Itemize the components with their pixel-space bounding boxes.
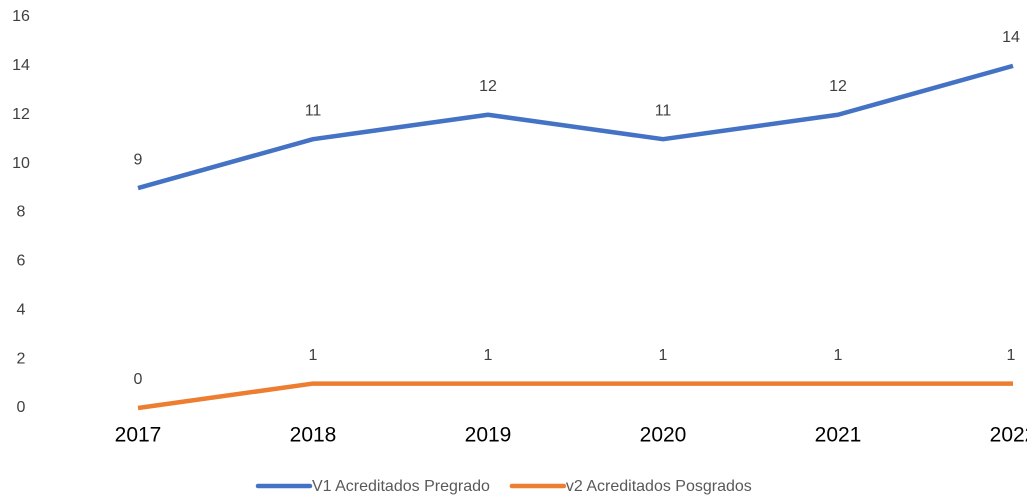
y-tick-label: 16: [12, 8, 30, 25]
data-label: 12: [479, 78, 497, 95]
data-label: 1: [834, 347, 843, 364]
y-tick-label: 0: [17, 399, 26, 416]
data-label: 1: [309, 347, 318, 364]
y-tick-label: 4: [17, 301, 26, 318]
y-tick-label: 2: [17, 350, 26, 367]
data-label: 11: [655, 102, 672, 119]
x-tick-label: 2021: [815, 424, 862, 447]
data-label: 1: [484, 347, 493, 364]
x-tick-label: 2018: [290, 424, 337, 447]
y-tick-label: 12: [12, 106, 30, 123]
data-label: 1: [659, 347, 668, 364]
y-tick-label: 14: [12, 57, 30, 74]
legend-label: v2 Acreditados Posgrados: [566, 478, 752, 495]
data-label: 14: [1002, 29, 1020, 46]
data-label: 12: [829, 78, 847, 95]
y-tick-label: 6: [17, 253, 26, 270]
legend-label: V1 Acreditados Pregrado: [312, 478, 490, 495]
data-label: 9: [134, 151, 143, 168]
data-label: 11: [305, 102, 322, 119]
y-tick-label: 8: [17, 204, 26, 221]
data-label: 1: [1007, 347, 1016, 364]
x-tick-label: 2020: [640, 424, 687, 447]
data-label: 0: [134, 371, 143, 388]
series-line: [137, 381, 1013, 411]
x-tick-label: 2017: [115, 424, 162, 447]
y-tick-label: 10: [12, 155, 30, 172]
x-tick-label: 2019: [465, 424, 512, 447]
series-line: [137, 63, 1014, 191]
x-tick-label: 2022: [990, 424, 1027, 447]
